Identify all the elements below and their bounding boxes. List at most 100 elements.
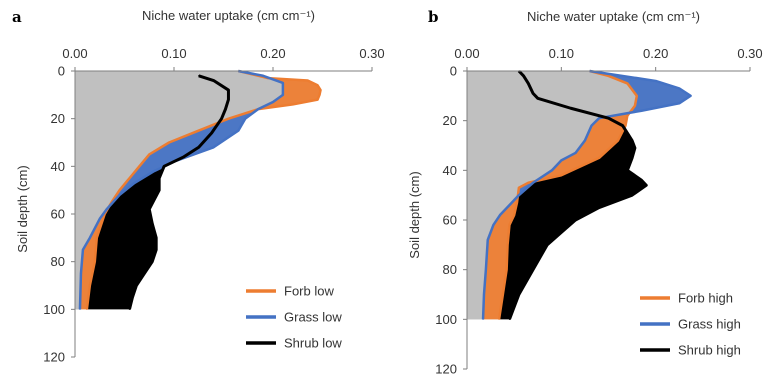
y-axis-label: Soil depth (cm) (15, 165, 30, 252)
data-point (636, 95, 638, 97)
data-point (220, 118, 223, 120)
panel-label: a (12, 8, 22, 26)
data-point (574, 152, 577, 154)
data-point (118, 189, 121, 191)
data-point (645, 184, 647, 186)
x-tick-label: 0.10 (161, 46, 186, 61)
data-point (598, 206, 600, 209)
data-point (133, 182, 135, 184)
x-tick-label: 0.10 (549, 46, 574, 61)
data-point (118, 194, 121, 196)
y-tick-label: 40 (51, 159, 65, 174)
data-point (640, 110, 643, 112)
data-point (532, 269, 534, 271)
data-point (506, 244, 509, 246)
data-point (307, 79, 309, 82)
data-point (655, 80, 657, 82)
data-point (128, 308, 131, 310)
data-point (483, 293, 485, 296)
legend-label: Grass low (284, 310, 342, 325)
data-point (94, 261, 96, 263)
data-point (590, 125, 593, 127)
data-point (99, 218, 101, 220)
y-tick-label: 120 (43, 350, 65, 365)
data-point (319, 89, 322, 91)
data-point (506, 269, 508, 271)
data-point (96, 237, 98, 239)
data-point (584, 139, 586, 142)
x-tick-label: 0.00 (62, 46, 87, 61)
x-tick-label: 0.30 (737, 46, 762, 61)
x-tick-label: 0.20 (643, 46, 668, 61)
data-point (513, 214, 515, 216)
data-point (128, 177, 131, 179)
data-point (262, 75, 264, 77)
data-point (257, 108, 259, 110)
data-point (598, 157, 600, 159)
data-point (224, 108, 227, 110)
data-point (502, 293, 504, 296)
data-point (678, 87, 680, 89)
data-point (168, 141, 170, 144)
data-point (622, 75, 624, 77)
data-point (151, 261, 153, 263)
data-point (89, 237, 91, 239)
data-point (598, 117, 600, 119)
x-tick-label: 0.00 (454, 46, 479, 61)
data-point (148, 208, 150, 210)
y-tick-label: 20 (443, 113, 457, 128)
data-point (318, 94, 321, 96)
y-tick-label: 120 (435, 362, 457, 377)
data-point (183, 156, 185, 158)
data-point (227, 89, 230, 91)
data-point (487, 239, 489, 241)
data-point (282, 94, 284, 96)
data-point (532, 92, 534, 94)
data-point (155, 237, 157, 239)
data-point (89, 284, 91, 287)
panel-label: b (428, 8, 439, 26)
x-tick-label: 0.20 (260, 46, 285, 61)
data-point (316, 99, 319, 101)
data-point (626, 82, 628, 85)
legend-label: Shrub high (678, 343, 741, 358)
data-point (634, 105, 636, 107)
data-point (631, 194, 633, 196)
data-point (244, 118, 246, 120)
y-tick-label: 80 (443, 262, 457, 277)
legend-label: Grass high (678, 317, 741, 332)
data-point (518, 194, 520, 196)
data-point (143, 272, 145, 275)
data-point (560, 174, 562, 176)
x-tick-label: 0.30 (359, 46, 384, 61)
data-point (626, 132, 628, 134)
data-point (492, 224, 495, 226)
data-point (508, 318, 511, 320)
data-point (570, 107, 572, 109)
data-point (678, 102, 680, 104)
data-point (631, 157, 633, 159)
y-tick-label: 80 (51, 254, 65, 269)
data-point (607, 75, 610, 77)
data-point (237, 129, 239, 132)
data-point (516, 202, 518, 204)
data-point (527, 182, 529, 184)
y-tick-label: 100 (43, 302, 65, 317)
data-point (518, 187, 520, 189)
data-point (211, 132, 213, 134)
data-point (508, 224, 511, 226)
data-point (158, 189, 160, 191)
y-tick-label: 40 (443, 163, 457, 178)
data-point (213, 146, 215, 148)
data-point (689, 95, 692, 97)
forb-excess-area (79, 71, 321, 310)
data-point (624, 125, 627, 127)
data-point (640, 179, 643, 181)
y-tick-label: 0 (450, 64, 457, 79)
data-point (622, 125, 624, 127)
data-point (634, 147, 636, 149)
data-point (482, 318, 484, 320)
data-point (163, 165, 165, 167)
data-point (158, 177, 160, 179)
